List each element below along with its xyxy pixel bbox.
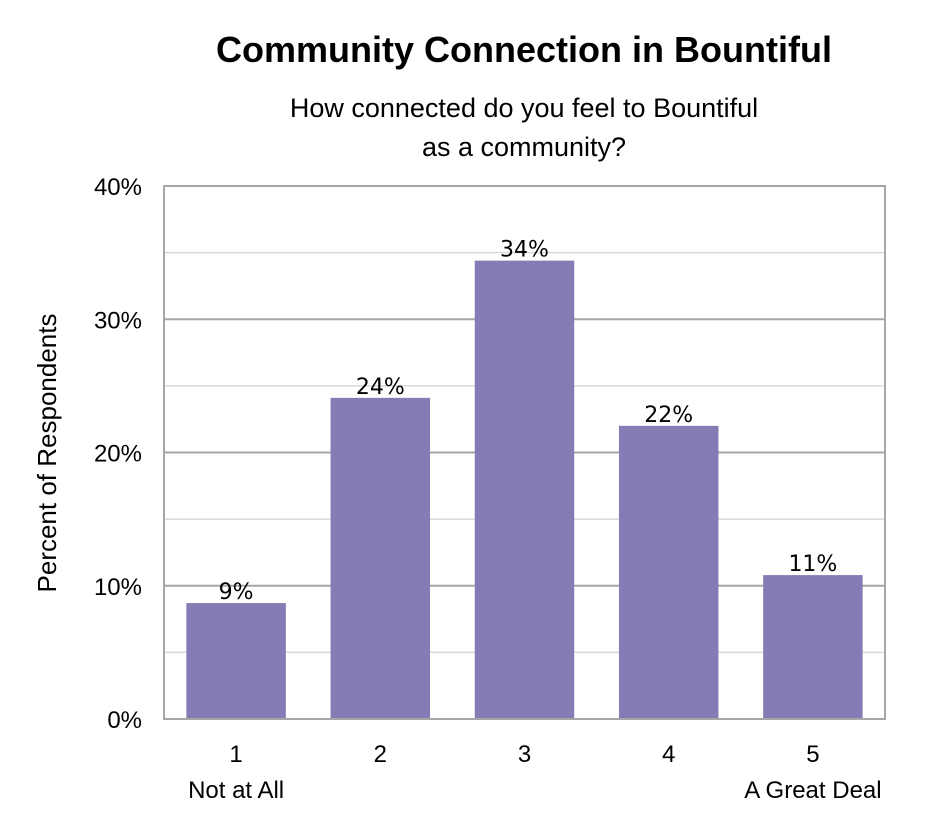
x-tick-label-1: 1 (229, 741, 242, 768)
bar-3 (474, 260, 575, 719)
y-axis-label: Percent of Respondents (32, 314, 62, 593)
y-tick-label: 40% (94, 174, 142, 201)
bar-5 (763, 575, 863, 719)
bar-1 (186, 603, 286, 719)
x-tick-label-3: 3 (518, 741, 531, 768)
data-labels: 9% 24% 34% 22% 11% (219, 238, 838, 605)
y-tick-label: 0% (107, 707, 142, 734)
x-tick-label-2: 2 (374, 741, 387, 768)
y-axis-ticks: 0% 10% 20% 30% 40% (94, 174, 142, 734)
y-tick-label: 20% (94, 441, 142, 468)
x-tick-sublabel-5: A Great Deal (744, 777, 881, 804)
data-label-3: 34% (500, 238, 549, 263)
chart-title: Community Connection in Bountiful (216, 29, 832, 70)
data-label-4: 22% (644, 403, 693, 428)
bar-2 (330, 397, 431, 719)
bars (186, 260, 863, 719)
data-label-1: 9% (219, 580, 254, 605)
data-label-5: 11% (788, 552, 837, 577)
x-tick-label-4: 4 (662, 741, 675, 768)
chart-subtitle-line-1: How connected do you feel to Bountiful (290, 93, 758, 123)
chart-subtitle-line-2: as a community? (422, 132, 626, 162)
x-axis-ticks: 1 Not at All 2 3 4 5 A Great Deal (188, 741, 882, 804)
y-tick-label: 30% (94, 307, 142, 334)
x-tick-label-5: 5 (806, 741, 819, 768)
x-tick-sublabel-1: Not at All (188, 777, 284, 804)
plot-area-frame (163, 185, 886, 720)
data-label-2: 24% (356, 375, 405, 400)
y-tick-label: 10% (94, 574, 142, 601)
bar-4 (618, 425, 719, 719)
